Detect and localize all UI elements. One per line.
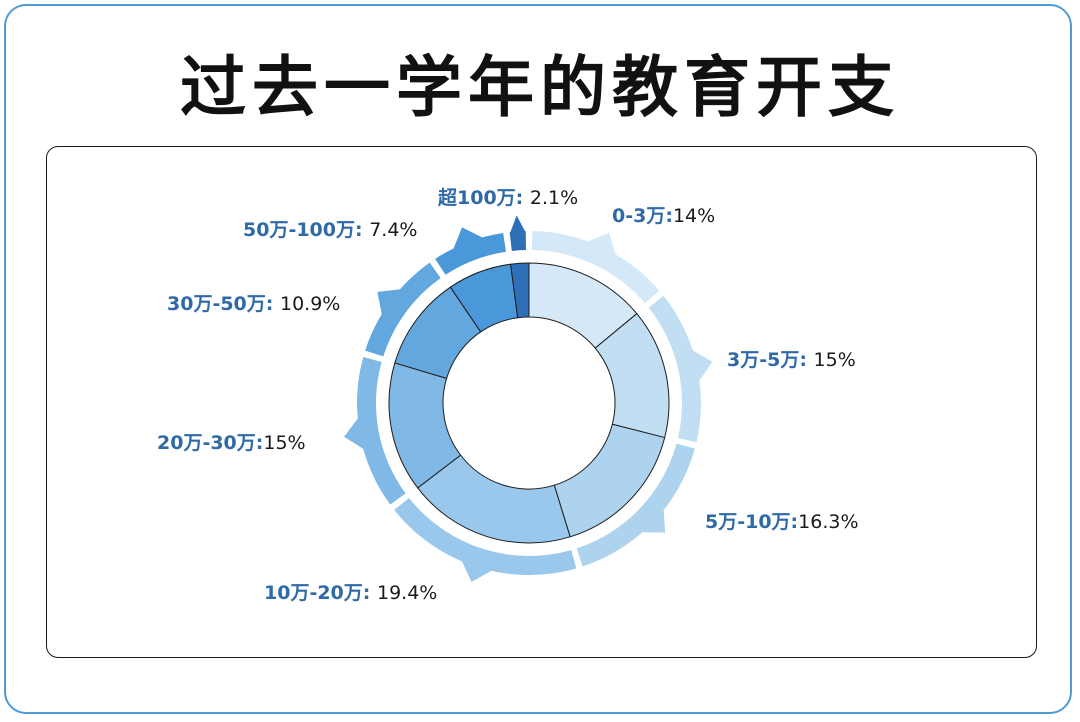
slice-value: 14% <box>672 205 716 227</box>
slice-category: 3万-5万: <box>727 349 814 371</box>
outer-arc-2 <box>576 443 695 567</box>
slice-category: 0-3万: <box>612 205 673 227</box>
arc-pointer-4 <box>344 417 365 450</box>
arc-pointer-1 <box>691 349 713 382</box>
slice-value: 16.3% <box>798 511 859 533</box>
slice-label-6: 50万-100万: 7.4% <box>243 215 417 242</box>
slice-value: 7.4% <box>369 219 418 241</box>
arc-pointer-6 <box>453 227 484 250</box>
outer-arc-5 <box>365 262 441 357</box>
slice-category: 5万-10万: <box>705 511 799 533</box>
slice-value: 19.4% <box>376 582 438 604</box>
slice-label-2: 5万-10万:16.3% <box>705 507 859 534</box>
slice-category: 30万-50万: <box>167 293 280 315</box>
slice-value: 2.1% <box>529 187 579 209</box>
chart-title: 过去一学年的教育开支 <box>180 49 900 126</box>
arc-pointer-0 <box>586 232 617 256</box>
outer-arc-4 <box>357 356 406 505</box>
outer-arc-7 <box>509 231 527 251</box>
arc-pointer-2 <box>640 508 666 533</box>
slice-label-1: 3万-5万: 15% <box>727 345 856 372</box>
slice-category: 超100万: <box>438 187 530 209</box>
slice-label-5: 30万-50万: 10.9% <box>167 289 340 316</box>
slice-value: 15% <box>263 432 306 454</box>
slice-label-0: 0-3万:14% <box>612 201 715 228</box>
slice-label-3: 10万-20万: 19.4% <box>264 578 437 605</box>
outer-frame <box>4 4 1072 714</box>
slice-category: 10万-20万: <box>264 582 377 604</box>
arc-pointer-7 <box>510 215 526 234</box>
slice-label-7: 超100万: 2.1% <box>438 183 578 210</box>
donut-slice-7 <box>510 262 530 319</box>
arc-pointer-3 <box>461 560 493 582</box>
outer-arc-0 <box>531 231 660 304</box>
slice-value: 10.9% <box>279 293 341 315</box>
chart-panel <box>46 146 1037 658</box>
slice-value: 15% <box>813 349 856 371</box>
outer-arc-6 <box>435 232 506 275</box>
slice-category: 20万-30万: <box>157 432 264 454</box>
slice-label-4: 20万-30万:15% <box>157 428 306 455</box>
outer-arc-3 <box>394 498 577 576</box>
outer-arc-1 <box>648 295 701 443</box>
arc-pointer-5 <box>377 289 402 316</box>
slice-category: 50万-100万: <box>243 219 370 241</box>
